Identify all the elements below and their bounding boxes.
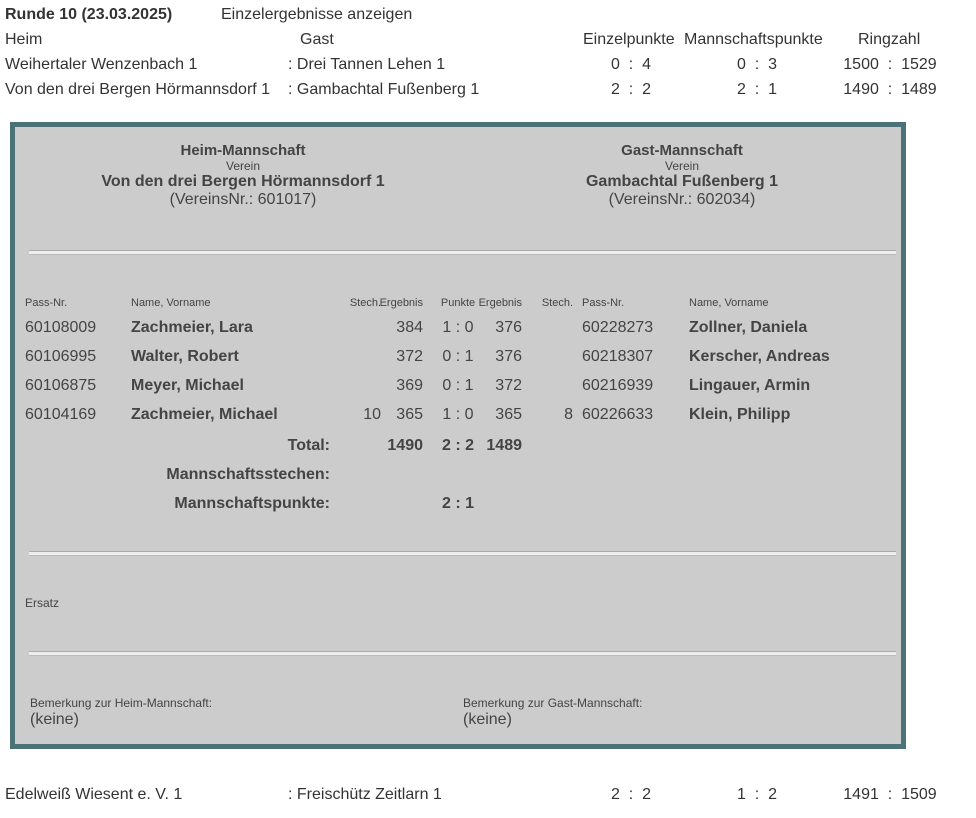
- gast-stechen: 8: [564, 406, 573, 423]
- mpunkte-value: 2 : 1: [441, 495, 474, 512]
- col-ring: Ringzahl: [858, 31, 921, 48]
- ersatz-label: Ersatz: [25, 596, 60, 610]
- heim-name: Walter, Robert: [131, 348, 239, 365]
- col-einzel: Einzelpunkte: [583, 31, 675, 48]
- column-header: Name, Vorname: [689, 297, 769, 309]
- divider: [29, 651, 896, 656]
- gast-ergebnis: 376: [495, 348, 522, 365]
- match-heim: Edelweiß Wiesent e. V. 1: [5, 786, 183, 803]
- match-ringzahl: 1490 : 1489: [843, 81, 937, 98]
- match-mannschaftspunkte: 0 : 3: [736, 56, 778, 73]
- heim-name: Zachmeier, Lara: [131, 319, 253, 336]
- separator: :: [288, 56, 297, 73]
- col-gast: Gast: [300, 31, 334, 48]
- col-heim: Heim: [5, 31, 43, 48]
- show-details-link[interactable]: Einzelergebnisse anzeigen: [221, 6, 413, 23]
- match-mannschaftspunkte: 1 : 2: [736, 786, 778, 803]
- punkte: 1 : 0: [442, 406, 474, 423]
- column-header: Stech.: [541, 297, 573, 309]
- gast-pass-nr: 60228273: [582, 319, 654, 336]
- mpunkte-label: Mannschaftspunkte:: [174, 495, 330, 512]
- separator: :: [288, 81, 297, 98]
- match-ringzahl: 1491 : 1509: [843, 786, 937, 803]
- gast-name: Klein, Philipp: [689, 406, 791, 423]
- heim-name: Meyer, Michael: [131, 377, 244, 394]
- separator: :: [288, 786, 297, 803]
- column-header: Ergebnis: [379, 297, 423, 309]
- column-header: Ergebnis: [478, 297, 522, 309]
- bem-heim-value: (keine): [30, 711, 79, 728]
- gast-title: Gast-Mannschaft: [621, 142, 743, 159]
- match-gast-name: Drei Tannen Lehen 1: [296, 56, 446, 73]
- match-detail-panel: Heim-Mannschaft Verein Von den drei Berg…: [10, 122, 906, 749]
- match-ringzahl: 1500 : 1529: [843, 56, 937, 73]
- heim-pass-nr: 60108009: [25, 319, 97, 336]
- match-heim: Von den drei Bergen Hörmannsdorf 1: [5, 81, 271, 98]
- gast-pass-nr: 60216939: [582, 377, 654, 394]
- heim-ergebnis: 365: [396, 406, 423, 423]
- round-title: Runde 10 (23.03.2025): [5, 6, 173, 23]
- heim-name: Von den drei Bergen Hörmannsdorf 1: [101, 173, 385, 190]
- heim-stechen: 10: [363, 406, 381, 423]
- column-header: Punkte: [440, 297, 476, 309]
- divider: [29, 551, 896, 556]
- column-header: Pass-Nr.: [25, 297, 68, 309]
- total-label: Total:: [287, 437, 330, 454]
- match-einzelpunkte: 2 : 2: [610, 786, 652, 803]
- gast-pass-nr: 60218307: [582, 348, 654, 365]
- heim-pass-nr: 60106875: [25, 377, 97, 394]
- match-heim: Weihertaler Wenzenbach 1: [5, 56, 198, 73]
- match-gast: : Freischütz Zeitlarn 1: [288, 786, 442, 804]
- heim-ergebnis: 369: [396, 377, 423, 394]
- gast-nr: (VereinsNr.: 602034): [608, 191, 756, 208]
- stechen-label: Mannschaftsstechen:: [166, 466, 330, 483]
- bem-heim-label: Bemerkung zur Heim-Mannschaft:: [30, 696, 213, 710]
- match-gast: : Gambachtal Fußenberg 1: [288, 81, 479, 99]
- total-punkte: 2 : 2: [441, 437, 474, 454]
- bem-gast-value: (keine): [463, 711, 512, 728]
- gast-name: Zollner, Daniela: [689, 319, 808, 336]
- total-heim: 1490: [387, 437, 423, 454]
- column-header: Pass-Nr.: [582, 297, 625, 309]
- col-mannschaft: Mannschaftspunkte: [684, 31, 823, 48]
- match-gast-name: Gambachtal Fußenberg 1: [296, 81, 480, 98]
- match-gast: : Drei Tannen Lehen 1: [288, 56, 445, 74]
- heim-ergebnis: 384: [396, 319, 423, 336]
- total-gast: 1489: [486, 437, 522, 454]
- gast-name: Kerscher, Andreas: [689, 348, 830, 365]
- match-gast-name: Freischütz Zeitlarn 1: [296, 786, 442, 803]
- heim-nr: (VereinsNr.: 601017): [169, 191, 317, 208]
- divider: [29, 250, 896, 255]
- gast-ergebnis: 365: [495, 406, 522, 423]
- heim-ergebnis: 372: [396, 348, 423, 365]
- heim-name: Zachmeier, Michael: [131, 406, 278, 423]
- gast-pass-nr: 60226633: [582, 406, 654, 423]
- punkte: 0 : 1: [442, 377, 474, 394]
- heim-verein-label: Verein: [225, 159, 261, 173]
- match-mannschaftspunkte: 2 : 1: [736, 81, 778, 98]
- gast-name: Lingauer, Armin: [689, 377, 811, 394]
- heim-pass-nr: 60106995: [25, 348, 97, 365]
- match-einzelpunkte: 2 : 2: [610, 81, 652, 98]
- bem-gast-label: Bemerkung zur Gast-Mannschaft:: [463, 696, 643, 710]
- heim-pass-nr: 60104169: [25, 406, 97, 423]
- column-header: Stech.: [349, 297, 381, 309]
- gast-verein-label: Verein: [664, 159, 700, 173]
- gast-ergebnis: 376: [495, 319, 522, 336]
- punkte: 0 : 1: [442, 348, 474, 365]
- gast-name: Gambachtal Fußenberg 1: [585, 173, 779, 190]
- column-header: Name, Vorname: [131, 297, 211, 309]
- gast-ergebnis: 372: [495, 377, 522, 394]
- punkte: 1 : 0: [442, 319, 474, 336]
- heim-title: Heim-Mannschaft: [180, 142, 306, 159]
- match-einzelpunkte: 0 : 4: [610, 56, 652, 73]
